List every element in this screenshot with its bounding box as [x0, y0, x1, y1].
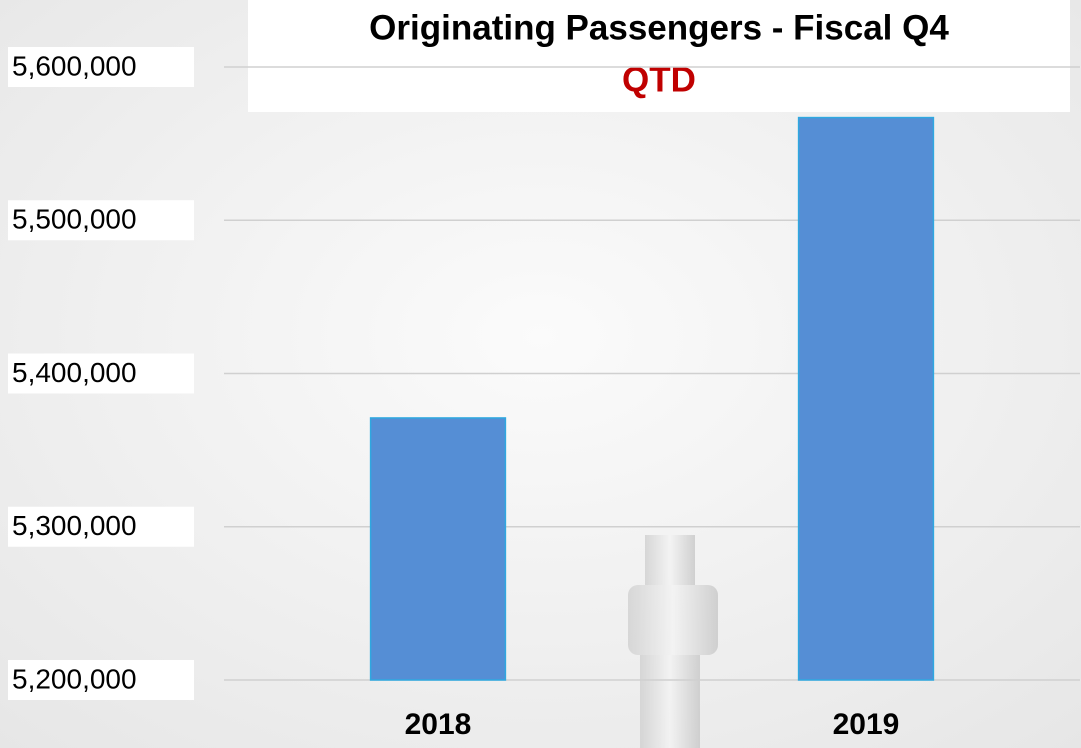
- chart-subtitle: QTD: [622, 60, 696, 99]
- bar: [797, 116, 935, 681]
- y-tick-label: 5,400,000: [12, 357, 137, 388]
- y-tick-label: 5,500,000: [12, 204, 137, 235]
- y-tick-label-bg: [8, 353, 194, 394]
- chart-title: Originating Passengers - Fiscal Q4: [369, 8, 949, 47]
- y-tick-label-bg: [8, 506, 194, 547]
- x-tick-label: 2019: [833, 708, 900, 741]
- y-tick-label-bg: [8, 200, 194, 241]
- y-tick-label-bg: [8, 660, 194, 700]
- y-tick-label: 5,200,000: [12, 663, 137, 694]
- x-tick-label: 2018: [405, 708, 472, 741]
- y-tick-label: 5,300,000: [12, 510, 137, 541]
- tower-decoration: [628, 535, 718, 748]
- y-tick-label: 5,600,000: [12, 50, 137, 81]
- bar: [369, 417, 507, 681]
- y-tick-label-bg: [8, 47, 194, 87]
- title-box: [248, 0, 1070, 112]
